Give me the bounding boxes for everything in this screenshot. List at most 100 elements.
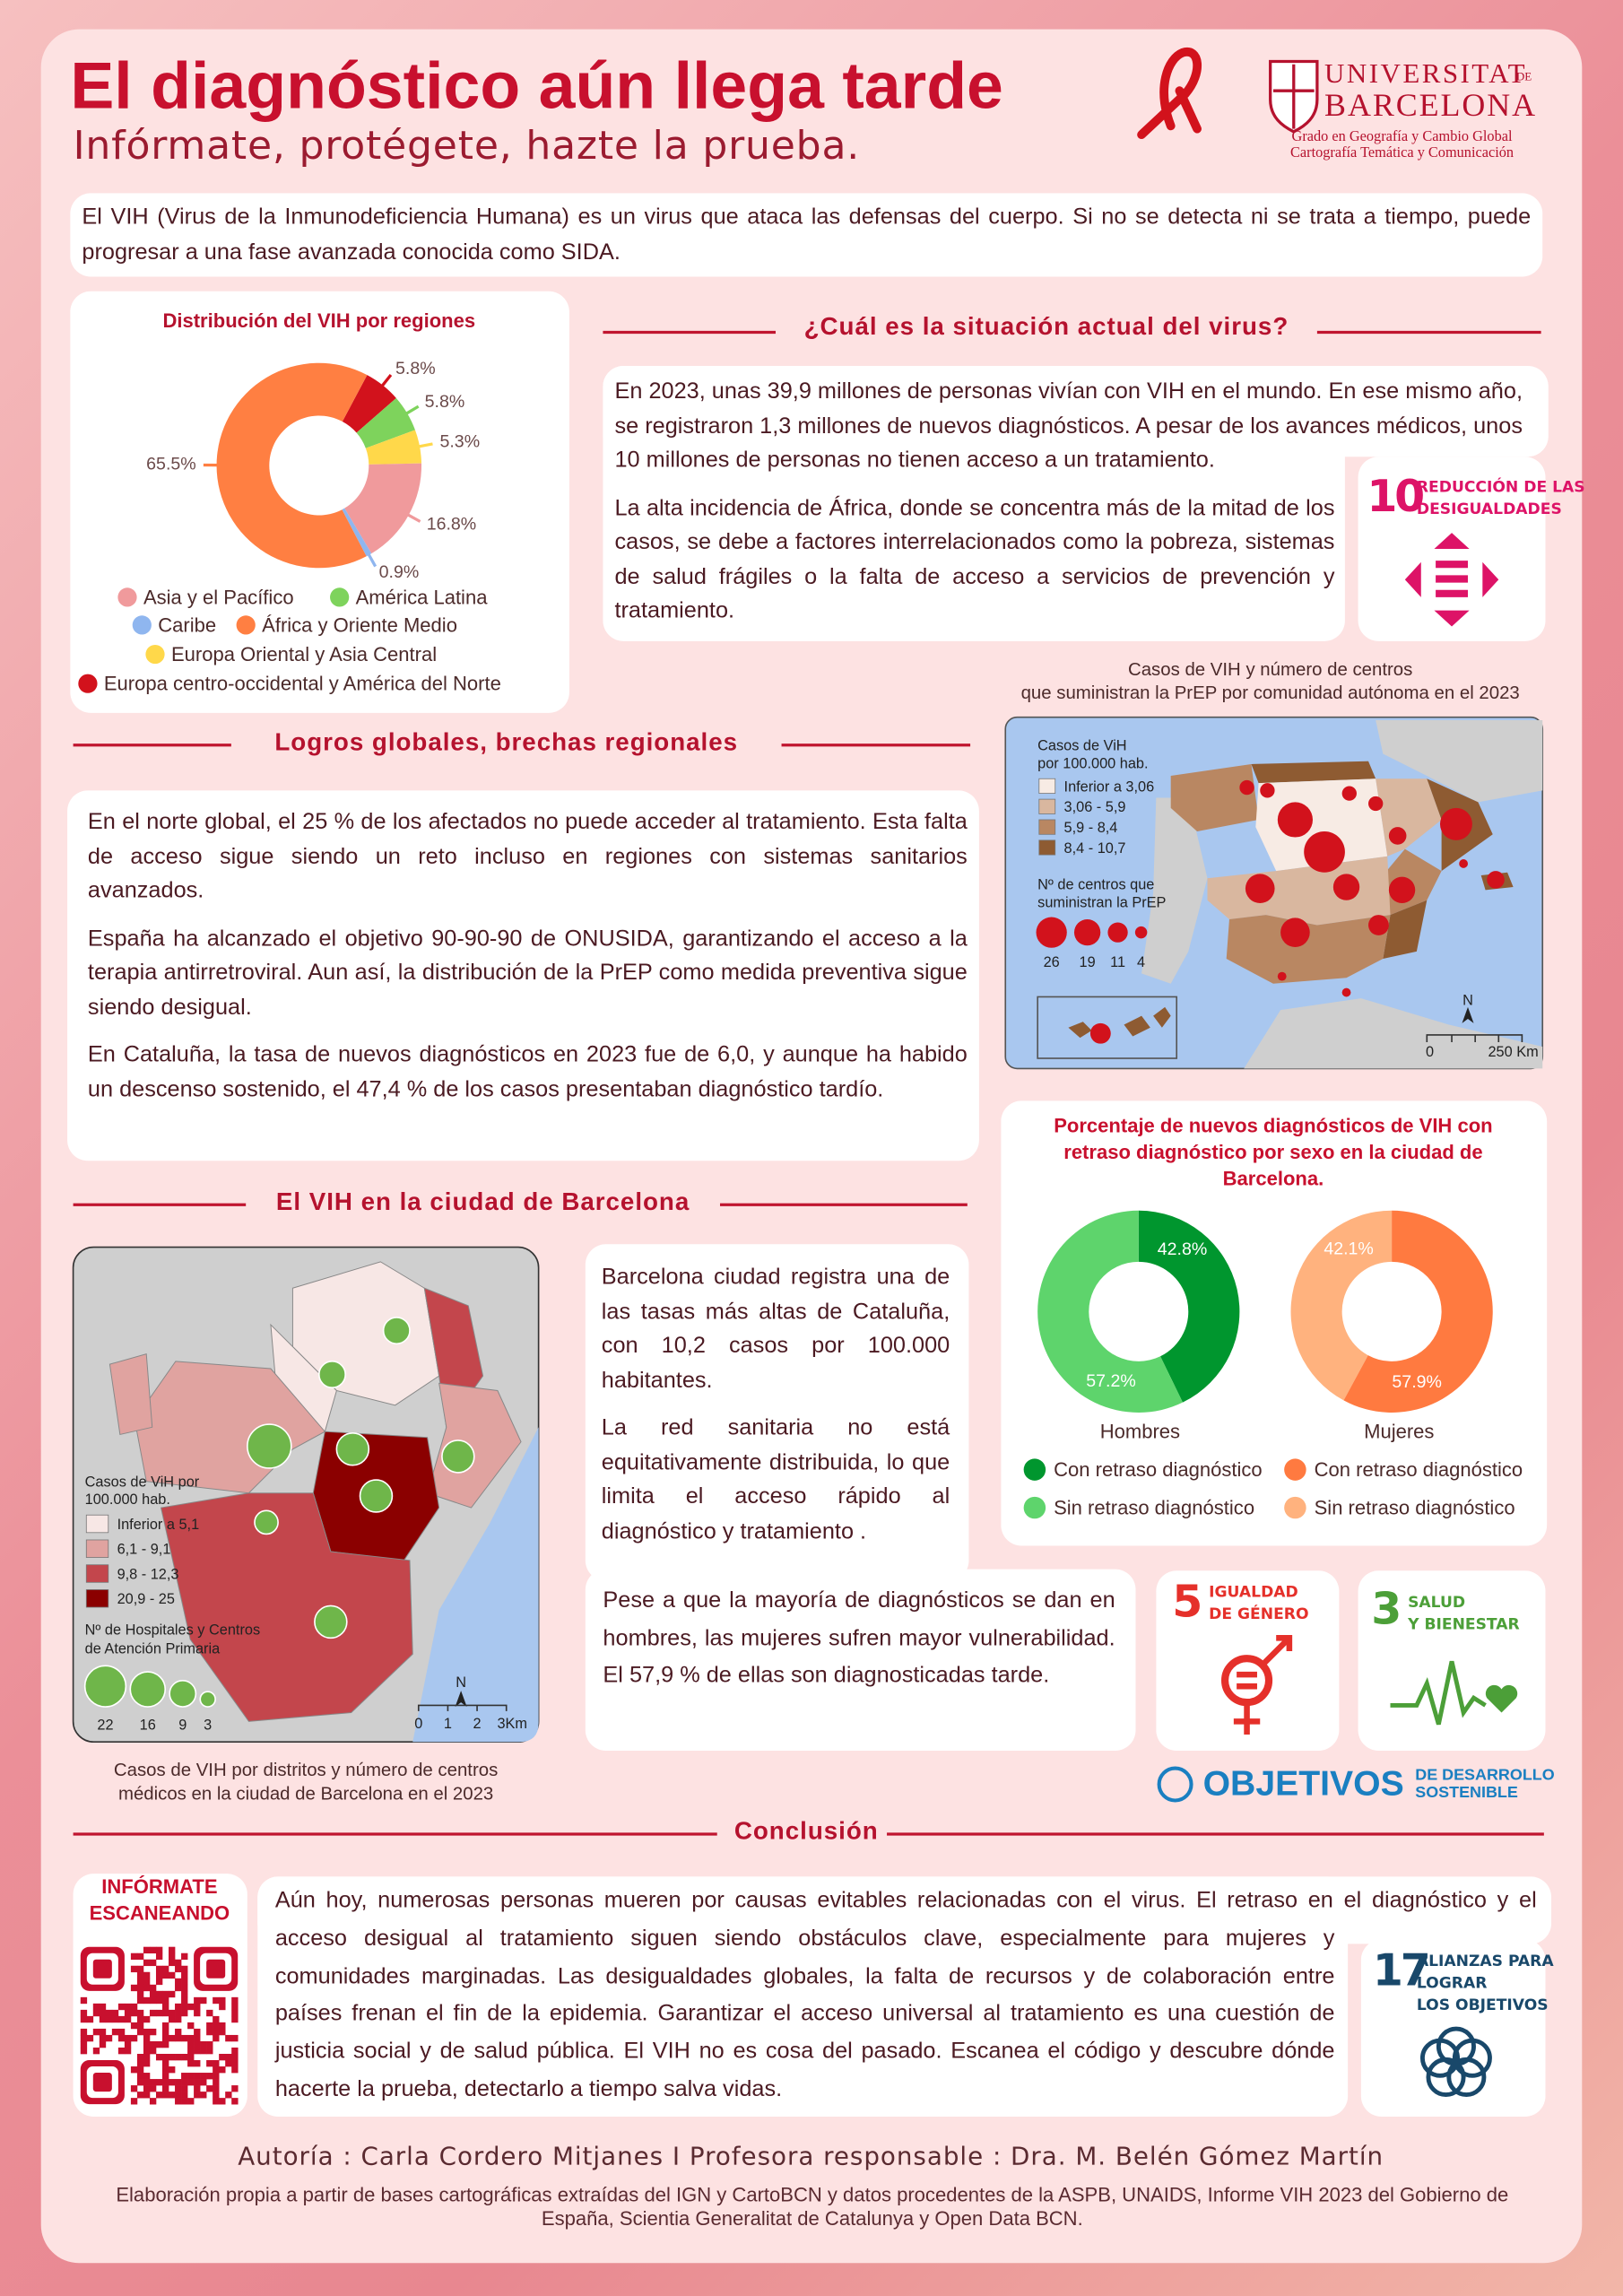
situation-text: En 2023, unas 39,9 millones de personas … bbox=[614, 375, 1539, 738]
qr-cell bbox=[99, 2009, 107, 2017]
qr-cell bbox=[161, 2053, 169, 2061]
qr-cell bbox=[181, 1978, 188, 1986]
paragraph: Aún hoy, numerosas personas mueren por c… bbox=[274, 1888, 1537, 2102]
sources: Elaboración propia a partir de bases car… bbox=[116, 2184, 1509, 2230]
qr-cell bbox=[155, 1996, 163, 2005]
decoration bbox=[335, 1432, 370, 1466]
legend-title: suministran la PrEP bbox=[1037, 894, 1166, 910]
qr-cell bbox=[206, 2028, 213, 2036]
paragraph: Pese a que la mayoría de diagnósticos se… bbox=[603, 1587, 1115, 1688]
qr-cell bbox=[175, 2009, 182, 2017]
qr-cell bbox=[149, 2079, 157, 2086]
region bbox=[1251, 761, 1376, 784]
authorship: Autoría : Carla Cordero Mitjanes I Profe… bbox=[238, 2142, 1384, 2171]
qr-cell bbox=[194, 2092, 201, 2099]
qr-cell bbox=[143, 1984, 151, 1992]
qr-cell bbox=[187, 2073, 195, 2080]
qr-cell bbox=[231, 2015, 239, 2023]
paragraph: España ha alcanzado el objetivo 90-90-90… bbox=[87, 926, 968, 1020]
qr-cell bbox=[213, 2092, 220, 2099]
decoration bbox=[1368, 915, 1389, 935]
barcelona-map: Casos de ViH por 100.000 hab. Inferior a… bbox=[72, 1246, 540, 1804]
district bbox=[108, 1353, 153, 1436]
qr-cell bbox=[175, 2015, 182, 2023]
legend-label: 20,9 - 25 bbox=[117, 1591, 175, 1607]
qr-cell bbox=[136, 2053, 144, 2061]
qr-cell bbox=[231, 2098, 239, 2105]
qr-cell bbox=[181, 1996, 188, 2005]
qr-cell bbox=[219, 2003, 226, 2011]
qr-cell bbox=[206, 2085, 213, 2092]
qr-cell bbox=[206, 2040, 213, 2048]
qr-cell bbox=[136, 1971, 144, 1979]
leader-line bbox=[416, 442, 433, 448]
qr-cell bbox=[155, 2053, 163, 2061]
qr-cell bbox=[161, 2034, 169, 2042]
barcelona-text: Pese a que la mayoría de diagnósticos se… bbox=[603, 1582, 1115, 1708]
land bbox=[1141, 797, 1208, 984]
qr-cell bbox=[169, 2053, 176, 2061]
subtitle: Infórmate, protégete, hazte la prueba. bbox=[74, 123, 861, 169]
legend-title: de Atención Primaria bbox=[85, 1641, 221, 1657]
qr-cell bbox=[169, 1959, 176, 1967]
qr-cell bbox=[194, 2079, 201, 2086]
sdg-3: 3 SALUD Y BIENESTAR bbox=[1371, 1583, 1520, 1726]
donut-segment bbox=[365, 430, 422, 465]
qr-cell bbox=[161, 2073, 169, 2080]
qr-cell bbox=[206, 2009, 213, 2017]
qr-cell bbox=[111, 2009, 119, 2017]
qr-cell bbox=[200, 1996, 207, 2005]
qr-cell bbox=[117, 2047, 126, 2055]
qr-cell bbox=[161, 2022, 169, 2030]
value-label: 5.8% bbox=[425, 392, 465, 412]
decoration bbox=[1419, 2038, 1461, 2078]
decoration bbox=[1341, 786, 1357, 801]
program: Grado en Geografía y Cambio Global bbox=[1292, 127, 1513, 144]
qr-cell bbox=[155, 1965, 163, 1973]
decoration bbox=[1239, 779, 1254, 796]
qr-cell bbox=[80, 2047, 88, 2055]
qr-cell bbox=[117, 2015, 126, 2023]
qr-cell bbox=[136, 2028, 144, 2036]
qr-cell bbox=[213, 2073, 220, 2080]
qr-cell bbox=[181, 2092, 188, 2099]
qr-cell bbox=[143, 2034, 151, 2042]
qr-cell bbox=[161, 2003, 169, 2011]
intro-card bbox=[70, 193, 1543, 277]
qr-cell bbox=[194, 2040, 201, 2048]
spacer bbox=[1334, 1920, 1536, 2125]
legend-label: 22 bbox=[97, 1718, 113, 1734]
qr-cell bbox=[155, 1990, 163, 1998]
legend-label: Europa Oriental y Asia Central bbox=[171, 643, 437, 665]
decoration bbox=[1368, 796, 1384, 812]
qr-cell bbox=[99, 2003, 107, 2011]
decoration bbox=[1452, 2038, 1492, 2078]
qr-cell bbox=[161, 1996, 169, 2005]
scale-label: 0 bbox=[1426, 1044, 1434, 1060]
qr-cell bbox=[181, 1984, 188, 1992]
region bbox=[1265, 856, 1391, 926]
qr-cell bbox=[169, 2066, 176, 2074]
paragraph: En Cataluña, la tasa de nuevos diagnósti… bbox=[87, 1042, 968, 1102]
qr-cell bbox=[143, 2060, 151, 2067]
university-logo: UNIVERSITAT DE BARCELONA Grado en Geogra… bbox=[1269, 57, 1537, 161]
decoration bbox=[247, 1423, 292, 1469]
legend-title: Casos de ViH bbox=[1037, 738, 1126, 754]
qr-cell bbox=[124, 2009, 132, 2017]
university-name: DE bbox=[1516, 70, 1532, 83]
university-name: BARCELONA bbox=[1324, 87, 1537, 123]
qr-cell bbox=[219, 2022, 226, 2030]
qr-cell bbox=[181, 2053, 188, 2061]
qr-cell bbox=[213, 2060, 220, 2067]
qr-cell bbox=[143, 1971, 151, 1979]
inset-frame bbox=[1037, 996, 1178, 1059]
legend-label: Con retraso diagnóstico bbox=[1315, 1458, 1523, 1481]
legend-label: Sin retraso diagnóstico bbox=[1315, 1497, 1515, 1519]
value-label: 42.8% bbox=[1158, 1239, 1208, 1259]
qr-cell bbox=[143, 1978, 151, 1986]
decoration bbox=[1388, 827, 1407, 845]
decoration bbox=[441, 1439, 475, 1474]
scale-label: 3Km bbox=[497, 1716, 527, 1732]
qr-cell bbox=[161, 2028, 169, 2036]
